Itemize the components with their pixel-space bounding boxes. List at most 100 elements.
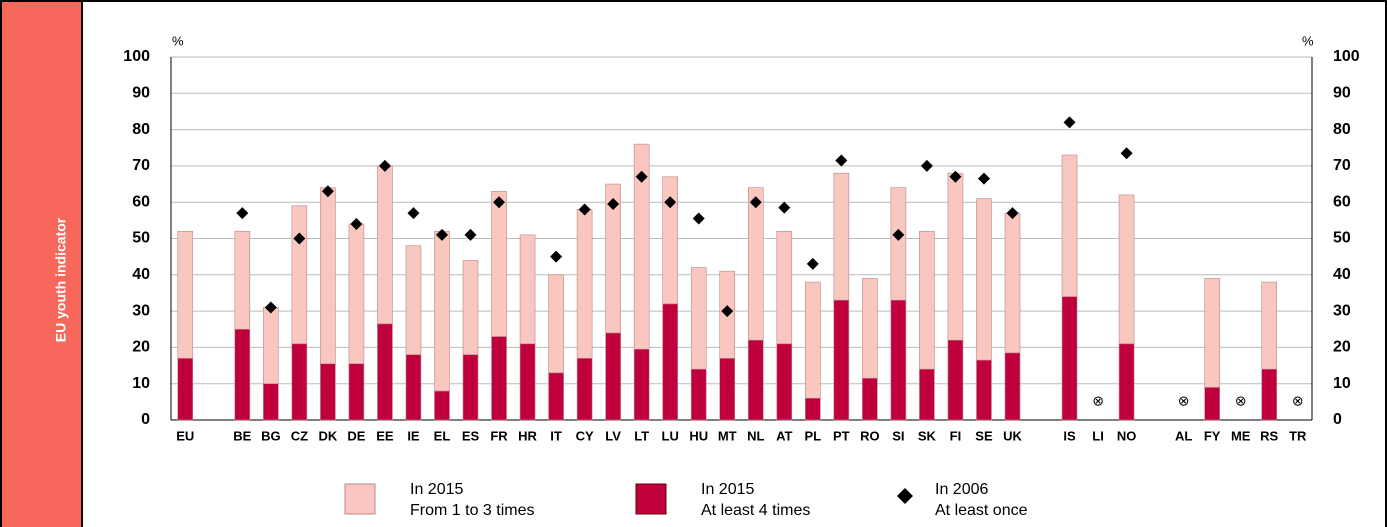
bar-segment [234, 230, 251, 330]
y-tick-label: 90 [132, 85, 150, 102]
bar-segment [747, 187, 764, 341]
bar-segment [519, 343, 536, 421]
na-symbol: ⊗ [1292, 393, 1304, 409]
bar-segment [1261, 368, 1278, 421]
bar-segment [1061, 296, 1078, 421]
x-tick-label: FI [950, 428, 962, 443]
bar-segment [291, 343, 308, 421]
legend-marker [897, 488, 913, 504]
x-tick-label: BG [261, 428, 281, 443]
bar-segment [177, 357, 194, 421]
bar-segment [348, 223, 365, 365]
x-tick-label: LT [634, 428, 649, 443]
y-tick-label: 0 [141, 411, 150, 428]
marker [293, 232, 306, 245]
x-tick-label: SE [975, 428, 993, 443]
marker [1120, 147, 1133, 160]
bar-segment [890, 187, 907, 301]
marker [350, 217, 363, 230]
y2-tick-label: 60 [1333, 193, 1351, 210]
bar-segment [434, 390, 450, 421]
x-tick-label: SK [918, 428, 937, 443]
bar-segment [662, 176, 678, 305]
x-tick-label: EU [176, 428, 194, 443]
marker [977, 172, 990, 185]
bar-segment [1004, 212, 1021, 354]
y-tick-label: 40 [132, 266, 150, 283]
bar-segment [690, 368, 707, 421]
y2-tick-label: 100 [1333, 48, 1360, 65]
legend-swatch [635, 483, 667, 515]
marker [264, 301, 277, 314]
x-tick-label: DK [318, 428, 337, 443]
bar-segment [377, 165, 393, 325]
bar-segment [605, 332, 621, 421]
marker [435, 228, 448, 241]
x-tick-label: PT [833, 428, 850, 443]
bar-segment [491, 336, 507, 421]
x-tick-label: NL [747, 428, 764, 443]
bar-segment [805, 281, 821, 399]
bar-segment [405, 354, 422, 421]
na-symbol: ⊗ [1092, 393, 1104, 409]
bar-segment [434, 230, 450, 392]
bar-segment [776, 343, 793, 421]
x-tick-label: RS [1260, 428, 1278, 443]
marker [236, 207, 249, 220]
x-tick-label: BE [233, 428, 251, 443]
bar-segment [576, 357, 593, 421]
legend-label: At least once [935, 502, 1028, 519]
x-tick-label: CY [576, 428, 594, 443]
bar-segment [1118, 343, 1135, 421]
marker [1063, 116, 1076, 129]
bar-segment [605, 183, 621, 334]
y-tick-label: 20 [132, 339, 150, 356]
x-tick-label: EE [376, 428, 394, 443]
bar-segment [576, 209, 593, 359]
bar-segment [919, 230, 935, 370]
bar-segment [263, 383, 279, 421]
bar-segment [548, 372, 564, 421]
bar-segment [462, 354, 479, 421]
x-tick-label: UK [1003, 428, 1022, 443]
bar-segment [1204, 278, 1220, 388]
bar-segment [177, 230, 194, 359]
marker [493, 196, 506, 209]
x-tick-label: DE [347, 428, 365, 443]
marker [607, 198, 620, 211]
y-tick-label: 50 [132, 230, 150, 247]
x-tick-label: IS [1063, 428, 1076, 443]
bar-segment [1004, 352, 1021, 421]
marker [635, 170, 648, 183]
legend-year: In 2015 [410, 481, 463, 498]
x-tick-label: LU [662, 428, 679, 443]
x-tick-label: RO [860, 428, 880, 443]
y-tick-label: 60 [132, 193, 150, 210]
sidebar-label: EU youth indicator [53, 217, 69, 342]
x-tick-label: HU [689, 428, 708, 443]
marker [664, 196, 677, 209]
marker [778, 201, 791, 214]
marker [321, 185, 334, 198]
x-tick-label: AL [1175, 428, 1192, 443]
marker [378, 159, 391, 172]
bar-segment [919, 368, 935, 421]
y2-tick-label: 70 [1333, 157, 1351, 174]
bar-segment [320, 187, 336, 365]
x-tick-label: NO [1117, 428, 1137, 443]
x-tick-label: IE [407, 428, 420, 443]
y-tick-label: 80 [132, 121, 150, 138]
marker [1006, 207, 1019, 220]
bar-segment [263, 307, 279, 385]
x-tick-label: MT [718, 428, 737, 443]
x-tick-label: IT [550, 428, 562, 443]
legend-year: In 2006 [935, 481, 988, 498]
bar-segment [690, 267, 707, 370]
marker [806, 257, 819, 270]
x-tick-label: EL [434, 428, 451, 443]
y2-tick-label: 40 [1333, 266, 1351, 283]
na-symbol: ⊗ [1178, 393, 1190, 409]
x-tick-label: SI [892, 428, 904, 443]
bar-segment [947, 339, 964, 421]
